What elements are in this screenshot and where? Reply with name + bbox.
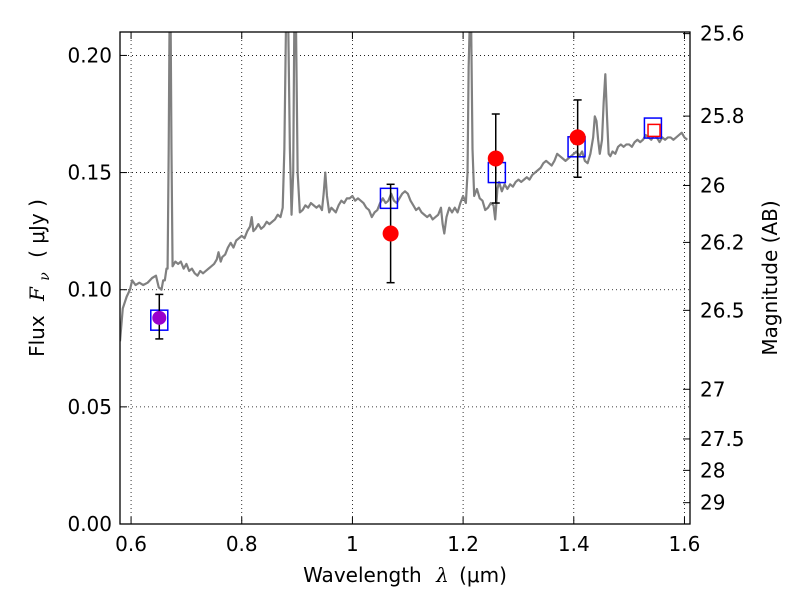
observed-flux-point — [487, 150, 504, 167]
observed-flux-marker — [647, 123, 661, 138]
y-tick-label: 0.20 — [67, 43, 112, 67]
y2-axis-title: Magnitude (AB) — [758, 200, 782, 355]
y2-tick-label: 29 — [700, 491, 725, 515]
x-axis-title-unit: (μm) — [459, 563, 507, 587]
y2-tick-label: 26.2 — [700, 230, 745, 254]
y2-tick-label: 27.5 — [700, 427, 745, 451]
y-axis-title-unit: ( μJy ) — [25, 199, 49, 258]
x-axis-title: Wavelength λ (μm) — [303, 563, 507, 587]
x-tick-label: 1 — [346, 532, 359, 556]
x-tick-label: 1.4 — [558, 532, 590, 556]
y-axis-title-main: Flux — [25, 315, 49, 357]
observed-flux-point — [152, 310, 167, 325]
y-tick-label: 0.05 — [67, 395, 112, 419]
x-tick-label: 1.2 — [447, 532, 479, 556]
y-axis-title-subscript: ν — [37, 272, 53, 281]
y-tick-label: 0.15 — [67, 161, 112, 185]
y2-tick-label: 26.5 — [700, 298, 745, 322]
y-tick-label: 0.10 — [67, 278, 112, 302]
observed-flux-point — [382, 225, 399, 242]
model-flux-square — [379, 187, 399, 210]
x-tick-label: 0.8 — [226, 532, 258, 556]
observed-flux-point — [569, 129, 586, 146]
y2-tick-label: 25.8 — [700, 104, 745, 128]
x-tick-label: 0.6 — [115, 532, 147, 556]
y-tick-label: 0.00 — [67, 512, 112, 536]
x-axis-title-symbol: λ — [435, 563, 449, 587]
model-spectrum-line — [120, 32, 688, 342]
model-flux-square — [643, 117, 663, 139]
y2-tick-label: 28 — [700, 458, 725, 482]
y2-tick-label: 27 — [700, 377, 725, 401]
y-axis-title: Flux F ν ( μJy ) — [25, 199, 54, 357]
y2-tick-label: 26 — [700, 173, 725, 197]
plot-area — [120, 32, 688, 342]
y-axis-title-symbol: F — [25, 286, 49, 302]
y2-tick-label: 25.6 — [700, 22, 745, 46]
x-tick-label: 1.6 — [669, 532, 701, 556]
plot-frame — [119, 31, 691, 525]
x-axis-title-main: Wavelength — [303, 563, 422, 587]
axes: 0.6 0.8 1 1.2 1.4 1.6 0.00 0.05 0.10 0.15 0.20 25.6… — [67, 22, 744, 556]
